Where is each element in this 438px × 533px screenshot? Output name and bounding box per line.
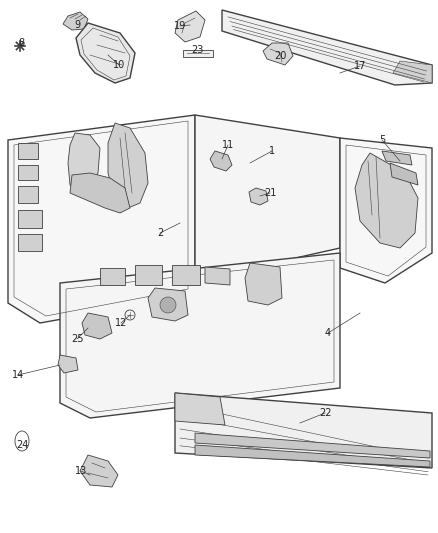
Text: 1: 1: [269, 146, 275, 156]
Polygon shape: [175, 11, 205, 42]
Polygon shape: [393, 61, 432, 83]
Polygon shape: [382, 151, 412, 165]
Polygon shape: [148, 288, 188, 321]
Polygon shape: [60, 253, 340, 418]
Polygon shape: [82, 313, 112, 339]
Polygon shape: [18, 143, 38, 159]
Text: 10: 10: [113, 60, 125, 70]
Polygon shape: [249, 188, 268, 205]
Polygon shape: [18, 165, 38, 180]
Polygon shape: [18, 186, 38, 203]
Polygon shape: [222, 10, 432, 85]
Text: 5: 5: [379, 135, 385, 145]
Polygon shape: [175, 393, 225, 425]
Text: 4: 4: [325, 328, 331, 338]
Polygon shape: [195, 445, 430, 467]
Text: 13: 13: [75, 466, 87, 476]
Polygon shape: [58, 355, 78, 373]
Polygon shape: [245, 263, 282, 305]
Polygon shape: [63, 12, 88, 30]
Text: 11: 11: [222, 140, 234, 150]
Text: 8: 8: [18, 38, 24, 48]
Polygon shape: [76, 23, 135, 83]
Polygon shape: [340, 138, 432, 283]
Polygon shape: [210, 151, 232, 171]
Text: 21: 21: [264, 188, 276, 198]
Text: 9: 9: [74, 20, 80, 30]
Polygon shape: [172, 265, 200, 285]
Polygon shape: [68, 133, 100, 193]
Polygon shape: [135, 265, 162, 285]
Text: 23: 23: [191, 45, 203, 55]
Polygon shape: [175, 393, 432, 468]
Text: 24: 24: [16, 440, 28, 450]
Polygon shape: [108, 123, 148, 208]
Polygon shape: [205, 267, 230, 285]
Text: 12: 12: [115, 318, 127, 328]
Polygon shape: [80, 455, 118, 487]
Text: 20: 20: [274, 51, 286, 61]
Text: 2: 2: [157, 228, 163, 238]
Text: 22: 22: [319, 408, 331, 418]
Polygon shape: [195, 433, 430, 458]
Polygon shape: [18, 210, 42, 228]
Polygon shape: [8, 115, 195, 323]
Polygon shape: [18, 234, 42, 251]
Polygon shape: [183, 50, 213, 57]
Circle shape: [160, 297, 176, 313]
Polygon shape: [390, 163, 418, 185]
Polygon shape: [195, 115, 340, 275]
Text: 25: 25: [71, 334, 83, 344]
Text: 14: 14: [12, 370, 24, 380]
Polygon shape: [263, 43, 293, 65]
Text: 19: 19: [174, 21, 186, 31]
Text: 17: 17: [354, 61, 366, 71]
Polygon shape: [355, 153, 418, 248]
Polygon shape: [100, 268, 125, 285]
Polygon shape: [70, 173, 130, 213]
